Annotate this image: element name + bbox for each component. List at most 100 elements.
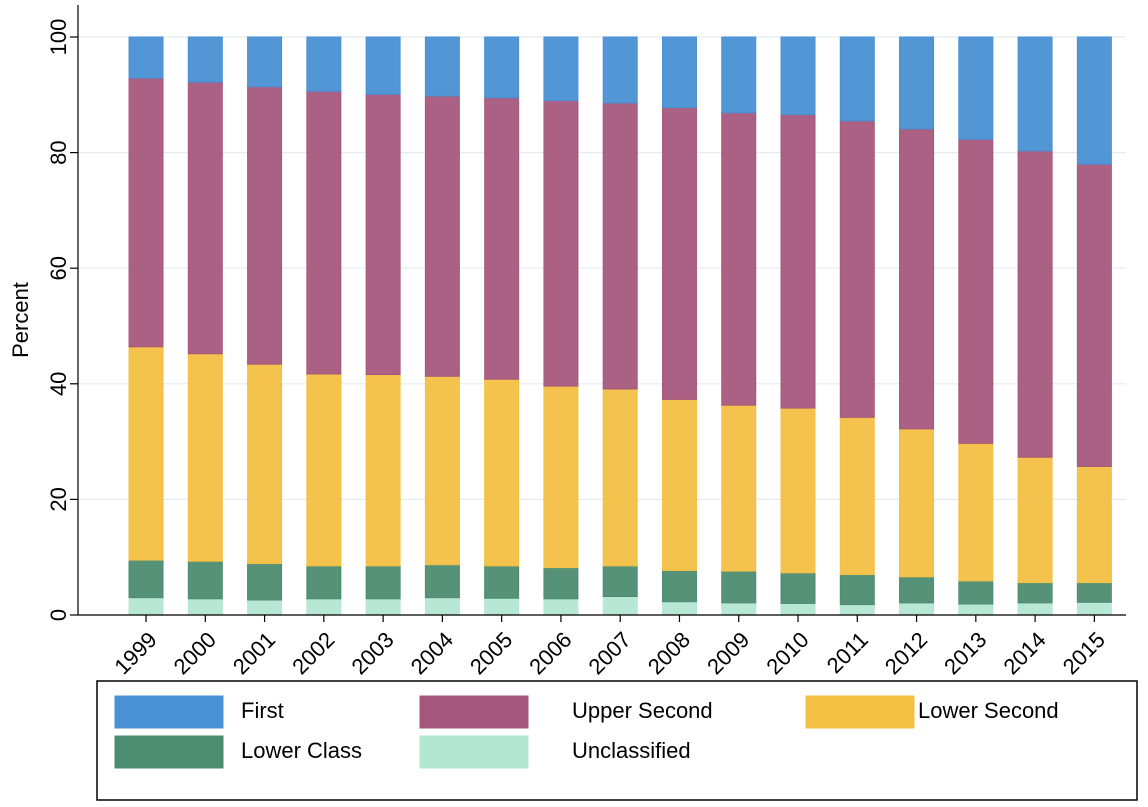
bar-segment [424, 597, 460, 616]
bar-segment [602, 388, 638, 567]
bar-segment [661, 107, 697, 400]
y-tick-label: 0 [46, 609, 71, 621]
bar-segment [780, 572, 816, 604]
bar-segment [839, 416, 875, 576]
bar-segment [365, 565, 401, 600]
bar-segment [899, 36, 935, 130]
bar-segment [661, 569, 697, 603]
bar-segment [602, 565, 638, 598]
bar-segment [306, 598, 342, 616]
bar-segment [958, 138, 994, 444]
bar-segment [899, 576, 935, 604]
bar-segment [543, 100, 579, 387]
legend-swatch [419, 735, 529, 769]
x-tick-label: 2006 [524, 627, 576, 679]
bar-segment [1017, 602, 1053, 616]
bar-segment [365, 374, 401, 567]
bar-segment [424, 95, 460, 377]
y-tick-label: 20 [46, 487, 71, 511]
bar-segment [128, 597, 164, 616]
bar-segment [661, 601, 697, 616]
bar-segment [306, 36, 342, 92]
bar-segment [306, 565, 342, 600]
bar-segment [958, 442, 994, 582]
bar-segment [247, 599, 283, 616]
bar-segment [187, 598, 223, 616]
bar-segment [1076, 601, 1112, 616]
bar-segment [543, 598, 579, 616]
legend-label: First [241, 698, 284, 723]
bar-segment [128, 559, 164, 599]
bar-segment [721, 112, 757, 406]
bar-segment [247, 86, 283, 365]
bar-segment [187, 81, 223, 355]
y-axis-label: Percent [8, 282, 33, 358]
bar-segment [721, 602, 757, 616]
bar-segment [780, 113, 816, 409]
bar-segment [1076, 465, 1112, 584]
bar-segment [424, 36, 460, 97]
bar-segment [721, 404, 757, 572]
bar-segment [958, 36, 994, 140]
bar-segment [543, 385, 579, 569]
bar-segment [484, 36, 520, 99]
x-tick-label: 2002 [287, 627, 339, 679]
bar-segment [1017, 150, 1053, 458]
bar-segment [543, 36, 579, 102]
bar-segment [543, 567, 579, 600]
legend-swatch [114, 695, 224, 729]
y-tick-label: 80 [46, 140, 71, 164]
bar-segment [306, 373, 342, 567]
bar-segment [839, 574, 875, 606]
y-tick-label: 60 [46, 256, 71, 280]
bar-segment [128, 36, 164, 79]
bar-segment [721, 36, 757, 114]
bar-segment [839, 604, 875, 616]
bar-segment [187, 36, 223, 83]
legend-label: Unclassified [572, 738, 691, 763]
bar-segment [306, 90, 342, 375]
bar-segment [780, 407, 816, 574]
bar-segment [661, 36, 697, 109]
bar-segment [958, 603, 994, 616]
bar-segment [958, 580, 994, 605]
x-tick-label: 2013 [939, 627, 991, 679]
bar-segment [780, 36, 816, 115]
legend-label: Lower Class [241, 738, 362, 763]
bar-segment [247, 563, 283, 601]
bar-segment [424, 564, 460, 599]
x-tick-label: 2014 [998, 627, 1050, 679]
bar-segment [247, 363, 283, 565]
legend-swatch [805, 695, 915, 729]
bar-segment [484, 378, 520, 567]
bar-segment [365, 93, 401, 376]
bar-segment [187, 560, 223, 600]
bar-segment [1017, 36, 1053, 152]
x-tick-label: 2003 [346, 627, 398, 679]
bar-segment [1017, 582, 1053, 604]
x-tick-label: 2005 [465, 627, 517, 679]
bar-segment [484, 597, 520, 616]
bar-segment [484, 97, 520, 380]
y-tick-label: 40 [46, 372, 71, 396]
x-tick-label: 2007 [584, 627, 636, 679]
x-tick-label: 2008 [643, 627, 695, 679]
bar-segment [1017, 456, 1053, 584]
bar-segment [187, 353, 223, 562]
bar-segment [839, 36, 875, 122]
bar-segment [661, 398, 697, 571]
bar-segment [899, 128, 935, 430]
y-tick-label: 100 [46, 19, 71, 56]
bar-segment [839, 120, 875, 418]
x-tick-label: 2009 [702, 627, 754, 679]
x-tick-label: 2004 [406, 627, 458, 679]
x-tick-label: 2010 [761, 627, 813, 679]
bar-segment [365, 598, 401, 616]
bar-segment [602, 596, 638, 616]
bar-segment [899, 428, 935, 578]
x-tick-label: 2012 [880, 627, 932, 679]
bar-segment [128, 346, 164, 561]
bar-segment [602, 102, 638, 390]
legend-label: Lower Second [918, 698, 1059, 723]
